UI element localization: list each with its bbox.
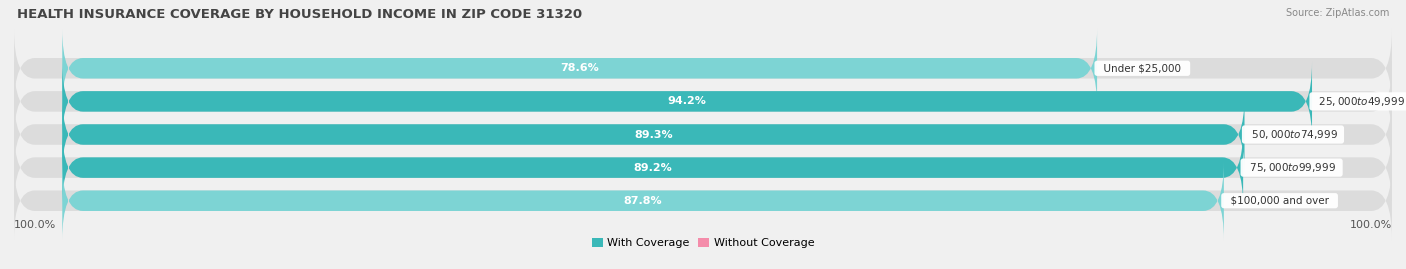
FancyBboxPatch shape [62, 62, 1312, 141]
Text: 100.0%: 100.0% [14, 220, 56, 230]
Text: 89.3%: 89.3% [634, 129, 672, 140]
Legend: With Coverage, Without Coverage: With Coverage, Without Coverage [588, 234, 818, 253]
FancyBboxPatch shape [14, 62, 1392, 141]
Text: 94.2%: 94.2% [668, 96, 707, 107]
Text: $100,000 and over: $100,000 and over [1223, 196, 1336, 206]
FancyBboxPatch shape [14, 29, 1392, 108]
Text: $25,000 to $49,999: $25,000 to $49,999 [1312, 95, 1406, 108]
Text: 87.8%: 87.8% [624, 196, 662, 206]
Text: 89.2%: 89.2% [633, 162, 672, 173]
FancyBboxPatch shape [14, 95, 1392, 174]
Text: Under $25,000: Under $25,000 [1097, 63, 1188, 73]
Text: 78.6%: 78.6% [561, 63, 599, 73]
FancyBboxPatch shape [14, 128, 1392, 207]
Text: $50,000 to $74,999: $50,000 to $74,999 [1244, 128, 1341, 141]
FancyBboxPatch shape [62, 95, 1244, 174]
Text: $75,000 to $99,999: $75,000 to $99,999 [1243, 161, 1340, 174]
FancyBboxPatch shape [62, 29, 1097, 108]
Text: 100.0%: 100.0% [1350, 220, 1392, 230]
FancyBboxPatch shape [62, 128, 1243, 207]
FancyBboxPatch shape [62, 161, 1223, 240]
Text: Source: ZipAtlas.com: Source: ZipAtlas.com [1285, 8, 1389, 18]
Text: HEALTH INSURANCE COVERAGE BY HOUSEHOLD INCOME IN ZIP CODE 31320: HEALTH INSURANCE COVERAGE BY HOUSEHOLD I… [17, 8, 582, 21]
FancyBboxPatch shape [14, 161, 1392, 240]
